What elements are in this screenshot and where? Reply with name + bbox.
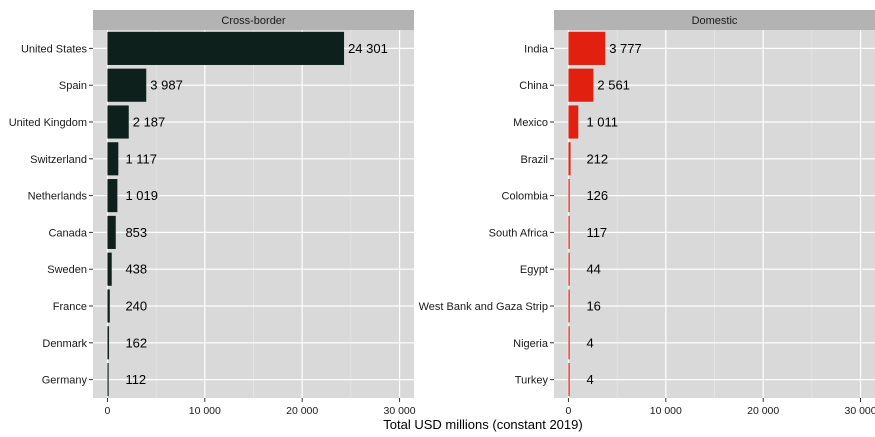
x-tick-label: 20 000 (747, 405, 779, 417)
data-label: 3 987 (150, 78, 183, 93)
data-label: 2 187 (133, 115, 166, 130)
category-label: Turkey (515, 375, 549, 387)
category-label: Denmark (42, 338, 87, 350)
x-tick-label: 10 000 (650, 405, 682, 417)
category-label: Spain (59, 80, 87, 92)
data-label: 2 561 (597, 78, 630, 93)
data-label: 240 (125, 299, 147, 314)
data-label: 438 (125, 262, 147, 277)
bar (107, 215, 116, 249)
data-label: 4 (586, 335, 593, 350)
data-label: 117 (586, 225, 607, 240)
x-tick-label: 0 (566, 405, 572, 417)
bar (568, 363, 570, 397)
x-tick-label: 10 000 (189, 405, 221, 417)
bar (568, 31, 606, 65)
category-label: Netherlands (28, 191, 88, 203)
panel-title: Cross-border (221, 15, 286, 27)
x-axis-title: Total USD millions (constant 2019) (383, 417, 582, 432)
category-label: Sweden (47, 264, 87, 276)
data-label: 1 117 (125, 151, 157, 166)
bar (107, 179, 118, 213)
bar (568, 105, 579, 139)
x-tick-label: 20 000 (286, 405, 318, 417)
panel-strip (554, 10, 875, 30)
bar (107, 289, 110, 323)
x-tick-label: 30 000 (844, 405, 875, 417)
bar (107, 105, 129, 139)
data-label: 16 (586, 299, 600, 314)
panel-title: Domestic (692, 15, 738, 27)
bar (568, 252, 570, 286)
bar (107, 363, 109, 397)
bar (107, 68, 147, 102)
data-label: 1 019 (125, 188, 158, 203)
bar (107, 252, 112, 286)
data-label: 162 (125, 335, 147, 350)
category-label: Switzerland (30, 154, 87, 166)
bar (107, 31, 345, 65)
data-label: 853 (125, 225, 147, 240)
data-label: 1 011 (586, 115, 618, 130)
category-label: South Africa (489, 227, 549, 239)
data-label: 126 (586, 188, 608, 203)
data-label: 112 (125, 372, 146, 387)
category-label: Egypt (520, 264, 548, 276)
bar (107, 326, 110, 360)
bar (568, 179, 570, 213)
data-label: 4 (586, 372, 593, 387)
bar (568, 142, 571, 176)
bar (568, 326, 570, 360)
category-label: Germany (42, 375, 88, 387)
x-tick-label: 0 (105, 405, 111, 417)
bar (568, 215, 570, 249)
panel-strip (93, 10, 414, 30)
category-label: Colombia (502, 191, 549, 203)
category-label: United Kingdom (9, 117, 87, 129)
cross-border-panel: Cross-border 24 301 3 987 2 187 1 117 1 019 85… (9, 10, 416, 417)
category-label: Nigeria (513, 338, 549, 350)
data-label: 44 (586, 262, 600, 277)
category-label: West Bank and Gaza Strip (419, 301, 548, 313)
bar (568, 289, 570, 323)
category-label: China (519, 80, 549, 92)
category-label: France (53, 301, 87, 313)
x-tick-label: 30 000 (383, 405, 415, 417)
bar (568, 68, 594, 102)
bar (107, 142, 119, 176)
category-label: Canada (48, 227, 87, 239)
category-label: Brazil (520, 154, 548, 166)
category-label: United States (21, 43, 88, 55)
category-label: Mexico (513, 117, 548, 129)
data-label: 24 301 (348, 41, 388, 56)
data-label: 3 777 (609, 41, 642, 56)
category-label: India (524, 43, 549, 55)
data-label: 212 (586, 151, 608, 166)
